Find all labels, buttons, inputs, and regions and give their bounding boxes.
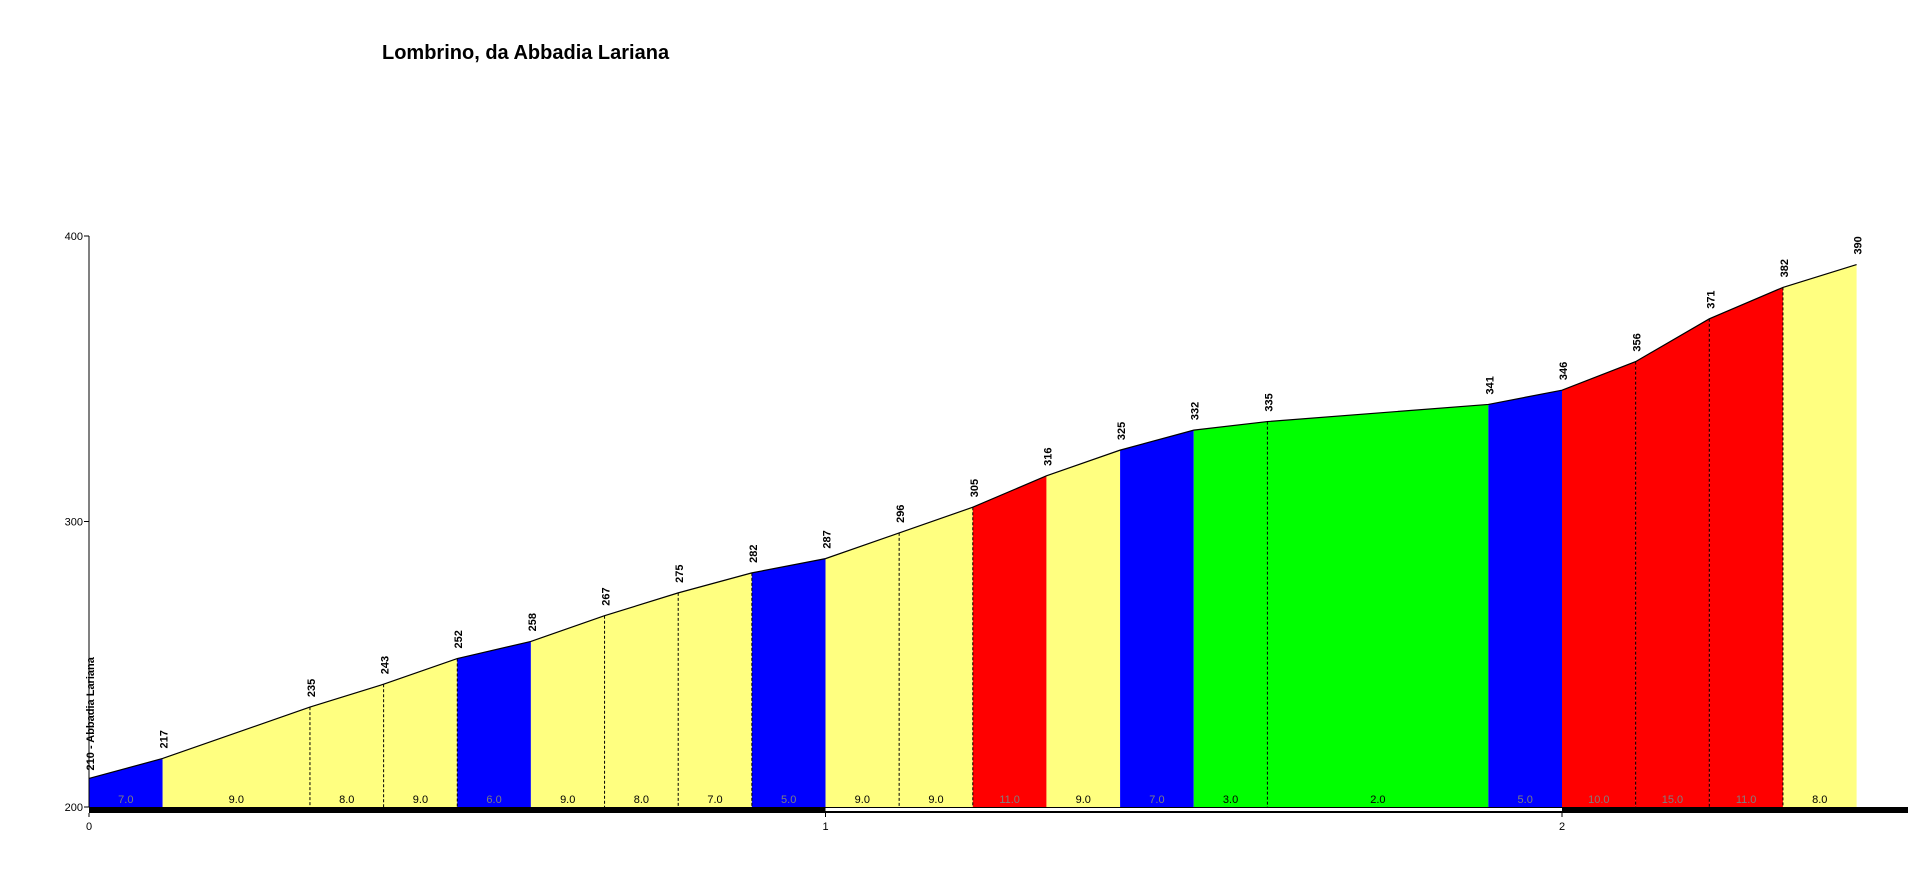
gradient-segment (89, 758, 163, 807)
elevation-label: 267 (601, 587, 613, 605)
gradient-label: 9.0 (229, 794, 244, 806)
x-tick-label: 0 (86, 821, 92, 833)
gradient-segment (309, 684, 384, 807)
gradient-segment (1046, 450, 1121, 807)
gradient-label: 6.0 (486, 794, 501, 806)
gradient-segment (751, 558, 826, 807)
gradient-segment (1267, 404, 1489, 807)
y-tick-label: 300 (65, 517, 83, 529)
elevation-label: 305 (969, 479, 981, 497)
gradient-label: 7.0 (118, 794, 133, 806)
elevation-label: 217 (159, 730, 171, 748)
gradient-label: 7.0 (707, 794, 722, 806)
gradient-label: 5.0 (781, 794, 796, 806)
elevation-label: 282 (748, 545, 760, 563)
elevation-label: 275 (674, 565, 686, 583)
elevation-label: 243 (380, 656, 392, 674)
gradient-label: 9.0 (413, 794, 428, 806)
gradient-segment (457, 641, 531, 807)
chart-title: Lombrino, da Abbadia Lariana (382, 42, 670, 64)
x-axis-km-band (825, 808, 1562, 811)
elevation-label: 346 (1558, 362, 1570, 380)
gradient-label: 8.0 (634, 794, 649, 806)
profile-line (88, 263, 1857, 780)
gradient-segment (825, 532, 900, 807)
gradient-label: 11.0 (1736, 794, 1757, 806)
elevation-label: 287 (822, 530, 834, 548)
x-tick-label: 2 (1559, 821, 1565, 833)
elevation-label: 296 (895, 505, 907, 523)
gradient-label: 9.0 (855, 794, 870, 806)
elevation-label: 210 - Abbadia Lariana (85, 656, 97, 770)
elevation-label: 325 (1116, 422, 1128, 440)
gradient-label: 3.0 (1223, 794, 1238, 806)
gradient-label: 10.0 (1588, 794, 1609, 806)
x-tick-label: 1 (822, 821, 828, 833)
elevation-label: 382 (1779, 259, 1791, 277)
gradient-segment (972, 475, 1047, 807)
gradient-segment (1635, 318, 1710, 807)
y-tick-label: 400 (65, 231, 83, 243)
gradient-segment (604, 592, 679, 807)
gradient-label: 9.0 (928, 794, 943, 806)
elevation-label: 371 (1705, 290, 1717, 308)
gradient-segment (1120, 430, 1194, 807)
gradient-label: 8.0 (339, 794, 354, 806)
segment-fills (89, 264, 1857, 807)
gradient-label: 15.0 (1662, 794, 1683, 806)
elevation-label: 356 (1632, 333, 1644, 351)
gradient-segment (530, 615, 605, 807)
gradient-segment (899, 507, 973, 807)
gradient-label: 11.0 (999, 794, 1020, 806)
elevation-label: 332 (1190, 402, 1202, 420)
gradient-label: 9.0 (1076, 794, 1091, 806)
elevation-label: 235 (306, 679, 318, 697)
y-tick-label: 200 (65, 802, 83, 814)
axes: 200 300 400 0 1 2 (65, 231, 1908, 833)
km-dividers (309, 287, 1784, 807)
gradient-segment (1709, 287, 1783, 807)
gradient-segment (1562, 361, 1636, 807)
elevation-label: 341 (1484, 376, 1496, 394)
gradient-label: 8.0 (1812, 794, 1827, 806)
gradient-segment (1193, 421, 1268, 807)
elevation-label: 258 (527, 613, 539, 631)
gradient-label: 2.0 (1370, 794, 1385, 806)
gradient-segment (1488, 390, 1562, 807)
gradient-segment (678, 572, 752, 807)
gradient-label: 9.0 (560, 794, 575, 806)
elevation-label: 252 (453, 630, 465, 648)
gradient-label: 5.0 (1518, 794, 1533, 806)
gradient-segment (383, 658, 458, 807)
gradient-label: 7.0 (1149, 794, 1164, 806)
gradient-segment (162, 707, 310, 807)
labels: 7.0 9.0 8.0 9.0 6.0 9.0 8.0 7.0 5.0 9.0 9.0 11.0 9.0… (85, 236, 1865, 806)
gradient-segment (1782, 264, 1857, 807)
elevation-label: 390 (1853, 236, 1865, 254)
elevation-label: 335 (1263, 393, 1275, 411)
elevation-label: 316 (1042, 447, 1054, 465)
